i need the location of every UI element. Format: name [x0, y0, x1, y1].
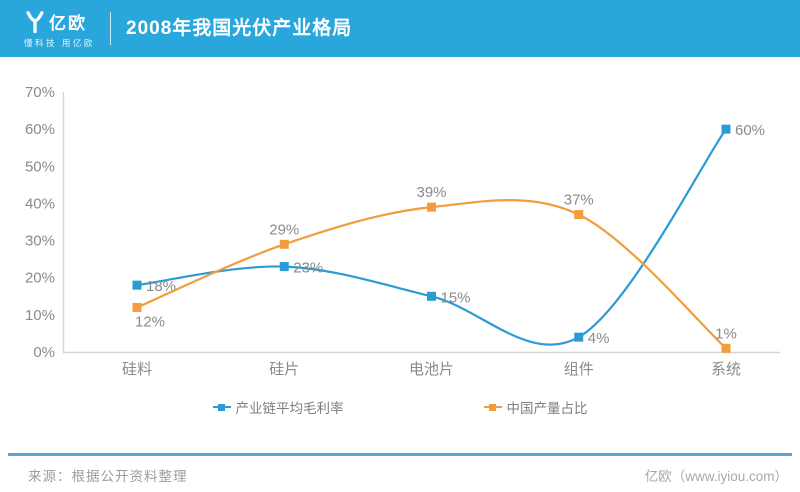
- eo-y-logo-icon: [24, 10, 46, 34]
- y-tick-label: 50%: [25, 158, 55, 175]
- data-point-label: 23%: [293, 260, 323, 277]
- data-point-marker: [132, 280, 142, 290]
- data-point-label: 15%: [441, 289, 471, 306]
- y-tick-label: 0%: [33, 344, 55, 361]
- y-tick-label: 40%: [25, 195, 55, 212]
- data-point-marker: [574, 332, 584, 342]
- data-point-marker: [279, 239, 289, 249]
- legend-label: 产业链平均毛利率: [235, 401, 344, 416]
- y-tick-label: 70%: [25, 84, 55, 101]
- data-point-label: 12%: [135, 313, 165, 330]
- y-tick-label: 30%: [25, 233, 55, 250]
- data-point-marker: [279, 262, 289, 272]
- legend-label: 中国产量占比: [506, 401, 588, 416]
- x-category-label: 硅料: [122, 361, 152, 378]
- source-note: 来源：根据公开资料整理: [28, 469, 188, 484]
- data-point-marker: [721, 343, 731, 353]
- chart-legend: 产业链平均毛利率 中国产量占比: [0, 397, 800, 417]
- legend-item: 中国产量占比: [483, 397, 588, 417]
- data-point-label: 1%: [715, 325, 737, 342]
- data-point-marker: [427, 202, 436, 212]
- x-category-label: 电池片: [409, 361, 454, 378]
- footer-divider: [8, 453, 792, 456]
- brand-logo: 亿欧 懂科技 用亿欧: [24, 9, 95, 49]
- data-point-label: 29%: [269, 221, 299, 238]
- data-point-label: 37%: [564, 192, 594, 209]
- header-divider: [110, 12, 111, 45]
- y-tick-label: 60%: [25, 121, 55, 138]
- x-category-label: 组件: [564, 361, 594, 378]
- page-title: 2008年我国光伏产业格局: [126, 18, 353, 39]
- data-point-label: 18%: [146, 278, 176, 295]
- data-point-marker: [574, 210, 584, 220]
- data-point-label: 4%: [588, 330, 610, 347]
- data-point-marker: [427, 291, 436, 301]
- legend-marker-icon: [483, 403, 502, 412]
- y-tick-label: 10%: [25, 307, 55, 324]
- brand-watermark: 亿欧（www.iyiou.com）: [644, 469, 788, 484]
- y-tick-label: 20%: [25, 270, 55, 287]
- data-point-marker: [132, 302, 142, 312]
- header: 亿欧 懂科技 用亿欧 2008年我国光伏产业格局: [0, 0, 800, 57]
- data-point-marker: [721, 124, 731, 134]
- data-point-label: 60%: [735, 122, 765, 139]
- brand-tagline: 懂科技 用亿欧: [24, 38, 95, 48]
- brand-name: 亿欧: [49, 14, 87, 33]
- footer: 来源：根据公开资料整理 亿欧（www.iyiou.com）: [0, 463, 800, 487]
- series-line-0: [136, 128, 727, 346]
- x-category-label: 硅片: [269, 361, 299, 378]
- data-point-label: 39%: [416, 184, 446, 201]
- x-category-label: 系统: [711, 361, 741, 378]
- legend-item: 产业链平均毛利率: [212, 397, 344, 417]
- legend-marker-icon: [212, 403, 231, 412]
